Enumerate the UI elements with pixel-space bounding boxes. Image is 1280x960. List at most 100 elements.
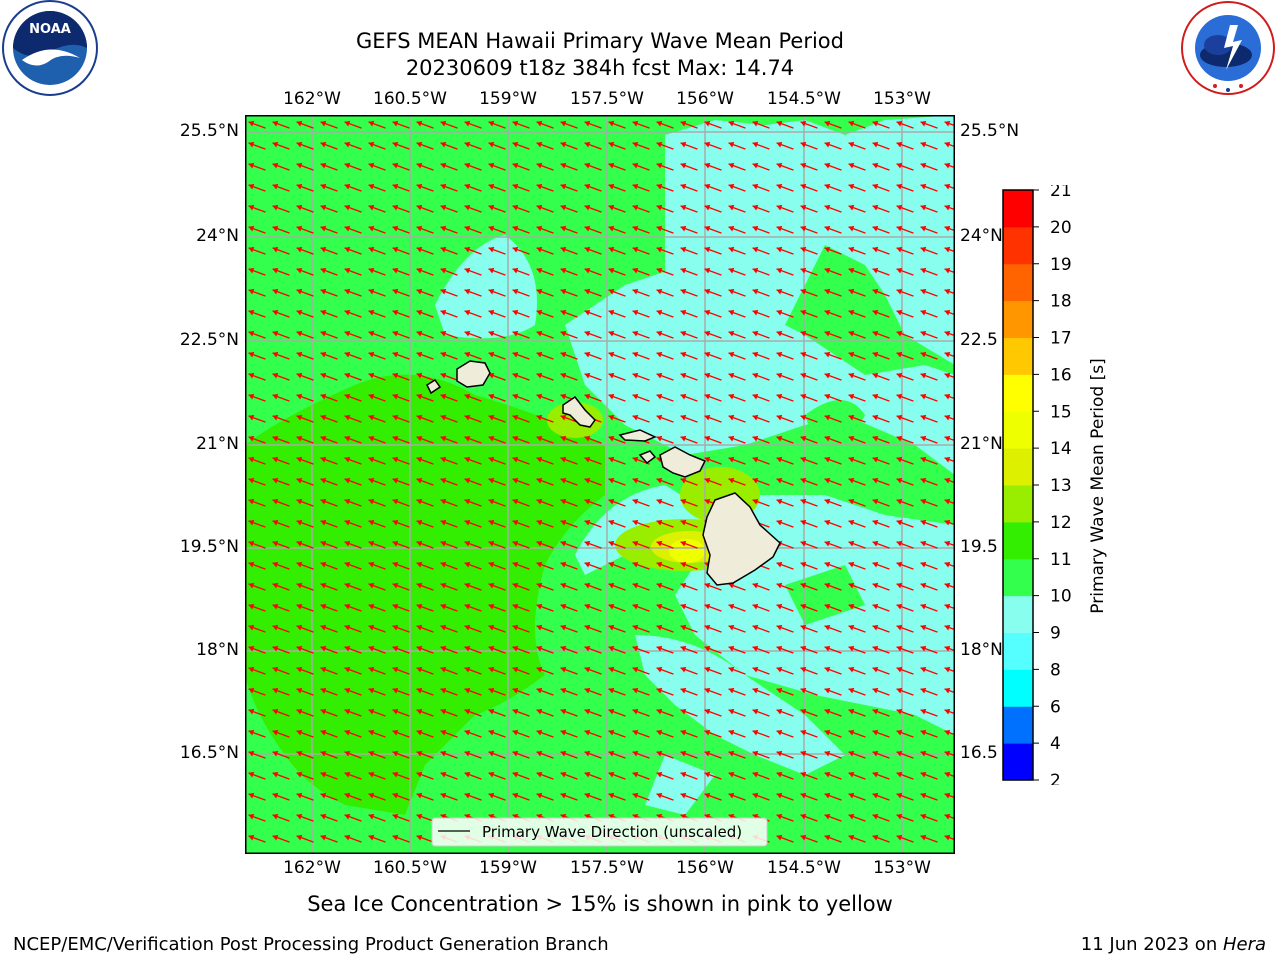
wave-arrow bbox=[848, 225, 866, 234]
wave-arrow bbox=[512, 414, 530, 423]
wave-arrow bbox=[824, 435, 842, 444]
wave-arrow bbox=[512, 750, 530, 759]
wave-arrow bbox=[944, 246, 955, 255]
wave-arrow bbox=[824, 603, 842, 612]
wave-arrow bbox=[728, 288, 746, 297]
wave-arrow bbox=[608, 225, 626, 234]
wave-arrow bbox=[272, 729, 290, 738]
wave-arrow bbox=[560, 666, 578, 675]
wave-arrow bbox=[440, 666, 458, 675]
wave-arrow bbox=[776, 477, 794, 486]
wave-arrow bbox=[824, 372, 842, 381]
wave-arrow bbox=[896, 687, 914, 696]
wave-arrow bbox=[320, 225, 338, 234]
wave-arrow bbox=[896, 372, 914, 381]
wave-arrow bbox=[704, 372, 722, 381]
wave-arrow bbox=[704, 477, 722, 486]
wave-arrow bbox=[488, 162, 506, 171]
field-14-15 bbox=[669, 539, 705, 563]
wave-arrow bbox=[512, 267, 530, 276]
wave-arrow bbox=[248, 288, 266, 297]
wave-arrow bbox=[608, 540, 626, 549]
lat-label-left: 25.5°N bbox=[179, 121, 239, 141]
wave-arrow bbox=[632, 120, 650, 129]
wave-arrow bbox=[824, 519, 842, 528]
wave-arrow bbox=[920, 792, 938, 801]
wave-arrow bbox=[296, 603, 314, 612]
wave-arrow bbox=[896, 183, 914, 192]
wave-arrow bbox=[440, 225, 458, 234]
wave-arrow bbox=[872, 183, 890, 192]
wave-arrow bbox=[584, 393, 602, 402]
wave-arrow bbox=[560, 561, 578, 570]
wave-arrow bbox=[800, 624, 818, 633]
wave-arrow bbox=[944, 435, 955, 444]
wave-arrow bbox=[248, 267, 266, 276]
wave-arrow bbox=[728, 624, 746, 633]
wave-period-map: Primary Wave Direction (unscaled) bbox=[245, 115, 955, 854]
wave-arrow bbox=[632, 288, 650, 297]
wave-arrow bbox=[776, 183, 794, 192]
wave-arrow bbox=[440, 582, 458, 591]
wave-arrow bbox=[704, 792, 722, 801]
wave-arrow bbox=[848, 708, 866, 717]
wave-arrow bbox=[560, 414, 578, 423]
wave-arrow bbox=[512, 792, 530, 801]
wave-arrow bbox=[848, 771, 866, 780]
wave-arrow bbox=[296, 519, 314, 528]
wave-arrow bbox=[824, 267, 842, 276]
wave-arrow bbox=[248, 750, 266, 759]
lat-label-left: 21°N bbox=[196, 434, 239, 454]
wave-arrow bbox=[608, 603, 626, 612]
wave-arrow bbox=[632, 645, 650, 654]
wave-arrow bbox=[344, 666, 362, 675]
wave-arrow bbox=[800, 603, 818, 612]
wave-arrow bbox=[752, 351, 770, 360]
wave-arrow bbox=[608, 372, 626, 381]
wave-arrow bbox=[920, 561, 938, 570]
wave-arrow bbox=[416, 708, 434, 717]
wave-arrow bbox=[488, 750, 506, 759]
wave-arrow bbox=[656, 771, 674, 780]
wave-arrow bbox=[584, 267, 602, 276]
wave-arrow bbox=[872, 141, 890, 150]
wave-arrow bbox=[272, 813, 290, 822]
wave-arrow bbox=[344, 834, 362, 843]
wave-arrow bbox=[464, 267, 482, 276]
wave-arrow bbox=[464, 624, 482, 633]
wave-arrow bbox=[896, 225, 914, 234]
wave-arrow bbox=[392, 645, 410, 654]
wave-arrow bbox=[392, 141, 410, 150]
wave-arrow bbox=[296, 435, 314, 444]
wave-arrow bbox=[584, 729, 602, 738]
wave-arrow bbox=[536, 120, 554, 129]
wave-arrow bbox=[320, 666, 338, 675]
wave-arrow bbox=[800, 435, 818, 444]
wave-arrow bbox=[344, 204, 362, 213]
wave-arrow bbox=[752, 792, 770, 801]
wave-arrow bbox=[776, 561, 794, 570]
wave-arrow bbox=[296, 582, 314, 591]
wave-arrow bbox=[368, 561, 386, 570]
wave-arrow bbox=[320, 687, 338, 696]
sea-ice-note: Sea Ice Concentration > 15% is shown in … bbox=[307, 892, 893, 916]
nws-logo bbox=[1181, 1, 1275, 95]
wave-arrow bbox=[944, 414, 955, 423]
wave-arrow bbox=[944, 540, 955, 549]
wave-arrow bbox=[272, 141, 290, 150]
wave-arrow bbox=[728, 666, 746, 675]
wave-arrow bbox=[344, 267, 362, 276]
wave-arrow bbox=[944, 477, 955, 486]
wave-arrow bbox=[416, 834, 434, 843]
wave-arrow bbox=[728, 414, 746, 423]
wave-arrow bbox=[608, 666, 626, 675]
wave-arrow bbox=[536, 519, 554, 528]
wave-arrow bbox=[536, 624, 554, 633]
wave-arrow bbox=[272, 330, 290, 339]
wave-arrow bbox=[752, 645, 770, 654]
wave-arrow bbox=[824, 309, 842, 318]
wave-arrow bbox=[440, 351, 458, 360]
footer-host: Hera bbox=[1222, 934, 1266, 955]
wave-arrow bbox=[680, 351, 698, 360]
wave-arrow bbox=[248, 792, 266, 801]
